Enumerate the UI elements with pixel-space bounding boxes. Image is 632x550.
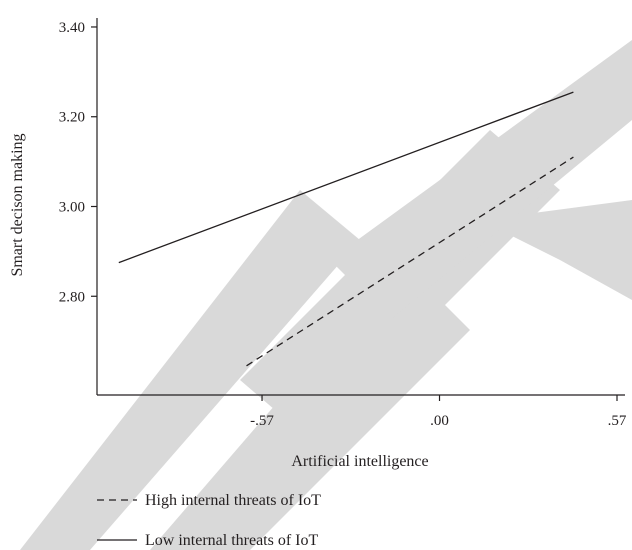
retracted-watermark bbox=[20, 40, 632, 550]
x-tick-label: .57 bbox=[608, 413, 627, 429]
y-axis-ticks: 2.80 3.00 3.20 3.40 bbox=[59, 20, 97, 305]
x-axis-ticks: -.57 .00 .57 bbox=[250, 395, 627, 429]
y-tick-label: 3.20 bbox=[59, 110, 85, 126]
y-tick-label: 2.80 bbox=[59, 289, 85, 305]
series-line-low-threats bbox=[118, 91, 574, 264]
y-tick-label: 3.00 bbox=[59, 200, 85, 216]
legend-label-low: Low internal threats of IoT bbox=[145, 532, 319, 549]
legend-label-high: High internal threats of IoT bbox=[145, 492, 321, 509]
x-axis-title: Artificial intelligence bbox=[291, 453, 428, 470]
y-tick-label: 3.40 bbox=[59, 20, 85, 36]
legend: High internal threats of IoT Low interna… bbox=[97, 492, 321, 549]
x-tick-label: .00 bbox=[430, 413, 449, 429]
series-lines bbox=[118, 91, 574, 367]
series-line-high-threats bbox=[246, 156, 574, 367]
x-tick-label: -.57 bbox=[250, 413, 274, 429]
y-axis-title: Smart decison making bbox=[9, 133, 26, 276]
